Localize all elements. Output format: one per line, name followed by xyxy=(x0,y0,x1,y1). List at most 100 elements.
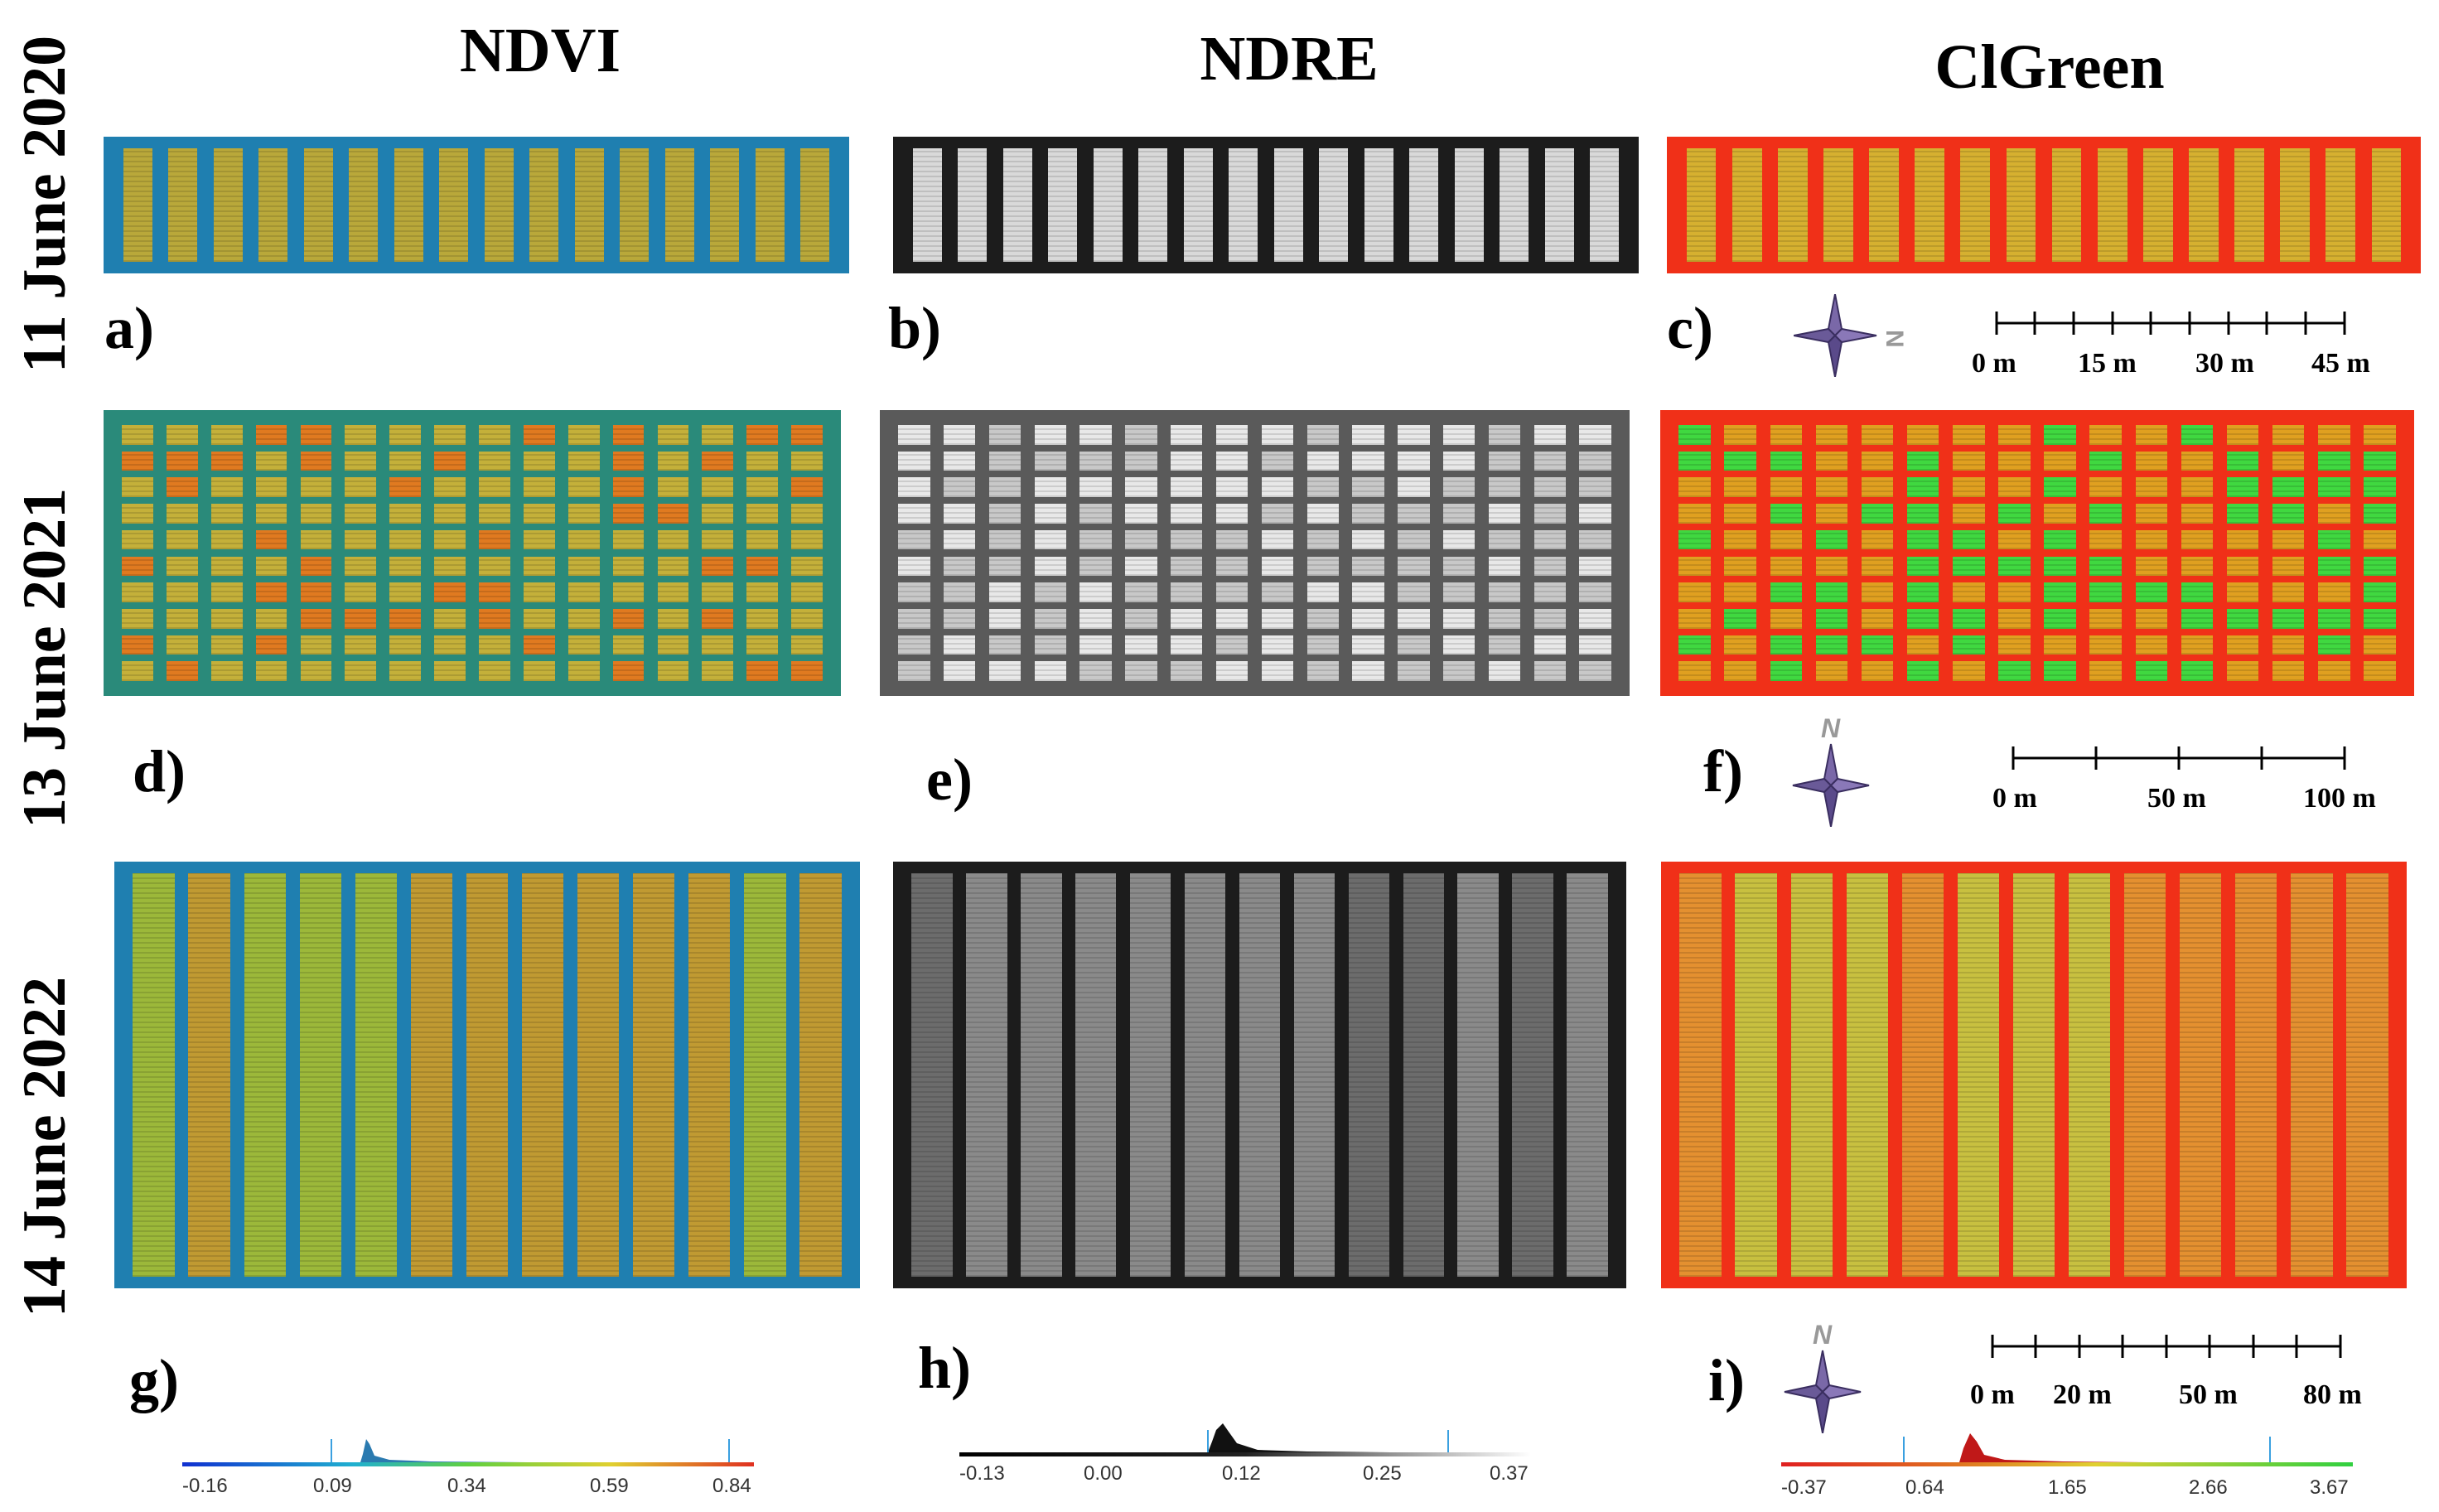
crop-plot xyxy=(746,608,779,629)
legend-tick: 0.12 xyxy=(1222,1462,1261,1485)
crop-plot xyxy=(1957,873,2000,1277)
crop-plot xyxy=(2364,425,2396,445)
crop-plot xyxy=(2272,661,2305,681)
crop-plot xyxy=(255,529,287,550)
crop-plot xyxy=(567,556,600,577)
crop-plot xyxy=(439,148,469,262)
north-letter-2021: N xyxy=(1821,713,1841,743)
crop-plot xyxy=(389,504,422,524)
crop-plot xyxy=(2181,582,2214,602)
crop-plot xyxy=(1846,873,1888,1277)
crop-plot xyxy=(1953,529,1985,550)
crop-plot xyxy=(1869,148,1899,262)
crop-plot xyxy=(133,873,175,1277)
crop-plot xyxy=(210,661,243,681)
crop-plot xyxy=(2318,556,2350,577)
crop-plot xyxy=(166,451,198,471)
crop-plot xyxy=(345,661,377,681)
crop-plot xyxy=(1171,425,1203,445)
crop-plot xyxy=(2280,148,2311,262)
crop-plot xyxy=(434,582,466,602)
scale-label: 0 m xyxy=(1992,783,2037,814)
crop-plot xyxy=(1034,608,1067,629)
crop-plot xyxy=(2364,451,2396,471)
crop-plot xyxy=(2364,582,2396,602)
panel-label-d: d) xyxy=(133,738,186,804)
crop-plot xyxy=(389,477,422,498)
crop-plot xyxy=(988,477,1021,498)
crop-plot xyxy=(166,425,198,445)
crop-plot xyxy=(1293,873,1335,1277)
crop-plot xyxy=(1352,425,1384,445)
crop-plot xyxy=(1953,635,1985,655)
crop-plot xyxy=(1953,504,1985,524)
crop-plot xyxy=(657,582,689,602)
north-letter-2020: N xyxy=(1881,330,1908,348)
crop-plot xyxy=(1579,608,1611,629)
crop-plot xyxy=(1998,582,2031,602)
crop-plot xyxy=(2318,477,2350,498)
crop-plot xyxy=(1454,148,1484,262)
crop-plot xyxy=(2135,635,2168,655)
crop-plot xyxy=(210,425,243,445)
crop-plot xyxy=(349,148,379,262)
crop-plot xyxy=(389,608,422,629)
crop-plot xyxy=(2226,477,2259,498)
crop-plot xyxy=(2068,873,2111,1277)
crop-plot xyxy=(1579,582,1611,602)
crop-plot xyxy=(1770,529,1803,550)
crop-plot xyxy=(612,504,645,524)
crop-plot xyxy=(300,451,332,471)
legend-tick: 2.66 xyxy=(2189,1476,2228,1499)
crop-plot xyxy=(300,661,332,681)
orthomosaic-clgreen-2020 xyxy=(1667,137,2421,273)
crop-plot xyxy=(166,529,198,550)
crop-plot xyxy=(1815,504,1848,524)
crop-plot xyxy=(1724,635,1756,655)
crop-plot xyxy=(1352,477,1384,498)
crop-plot xyxy=(746,477,779,498)
crop-plot xyxy=(210,451,243,471)
scale-bar-2022 xyxy=(1991,1335,2342,1358)
crop-plot xyxy=(633,873,675,1277)
crop-plot xyxy=(2180,873,2222,1277)
crop-plot xyxy=(394,148,423,262)
crop-plot xyxy=(255,582,287,602)
crop-plot xyxy=(300,477,332,498)
crop-plot xyxy=(1815,582,1848,602)
row-title-2020: 11 June 2020 xyxy=(11,35,79,373)
crop-plot xyxy=(791,582,823,602)
crop-plot xyxy=(389,582,422,602)
crop-plot xyxy=(300,608,332,629)
crop-plot xyxy=(1125,451,1157,471)
crop-plot xyxy=(567,451,600,471)
crop-plot xyxy=(479,504,510,524)
crop-plot xyxy=(2181,477,2214,498)
crop-plot xyxy=(620,148,650,262)
crop-plot xyxy=(1403,873,1444,1277)
crop-plot xyxy=(1442,582,1475,602)
crop-plot xyxy=(898,661,930,681)
crop-plot xyxy=(1442,529,1475,550)
crop-plot xyxy=(2226,529,2259,550)
crop-plot xyxy=(1861,477,1894,498)
crop-plot xyxy=(210,635,243,655)
crop-plot xyxy=(1686,148,1717,262)
crop-plot xyxy=(2272,529,2305,550)
crop-plot xyxy=(1906,661,1939,681)
crop-plot xyxy=(1306,582,1339,602)
crop-plot xyxy=(2012,873,2055,1277)
crop-plot xyxy=(2318,425,2350,445)
crop-plot xyxy=(2318,608,2350,629)
crop-plot xyxy=(2226,635,2259,655)
crop-plot xyxy=(434,529,466,550)
crop-plot xyxy=(1215,556,1248,577)
crop-plot xyxy=(1352,635,1384,655)
crop-plot xyxy=(612,608,645,629)
crop-plot xyxy=(166,608,198,629)
crop-plot xyxy=(702,529,734,550)
crop-plot xyxy=(1075,873,1117,1277)
crop-plot xyxy=(434,556,466,577)
crop-plot xyxy=(1770,477,1803,498)
crop-plot xyxy=(2089,661,2122,681)
